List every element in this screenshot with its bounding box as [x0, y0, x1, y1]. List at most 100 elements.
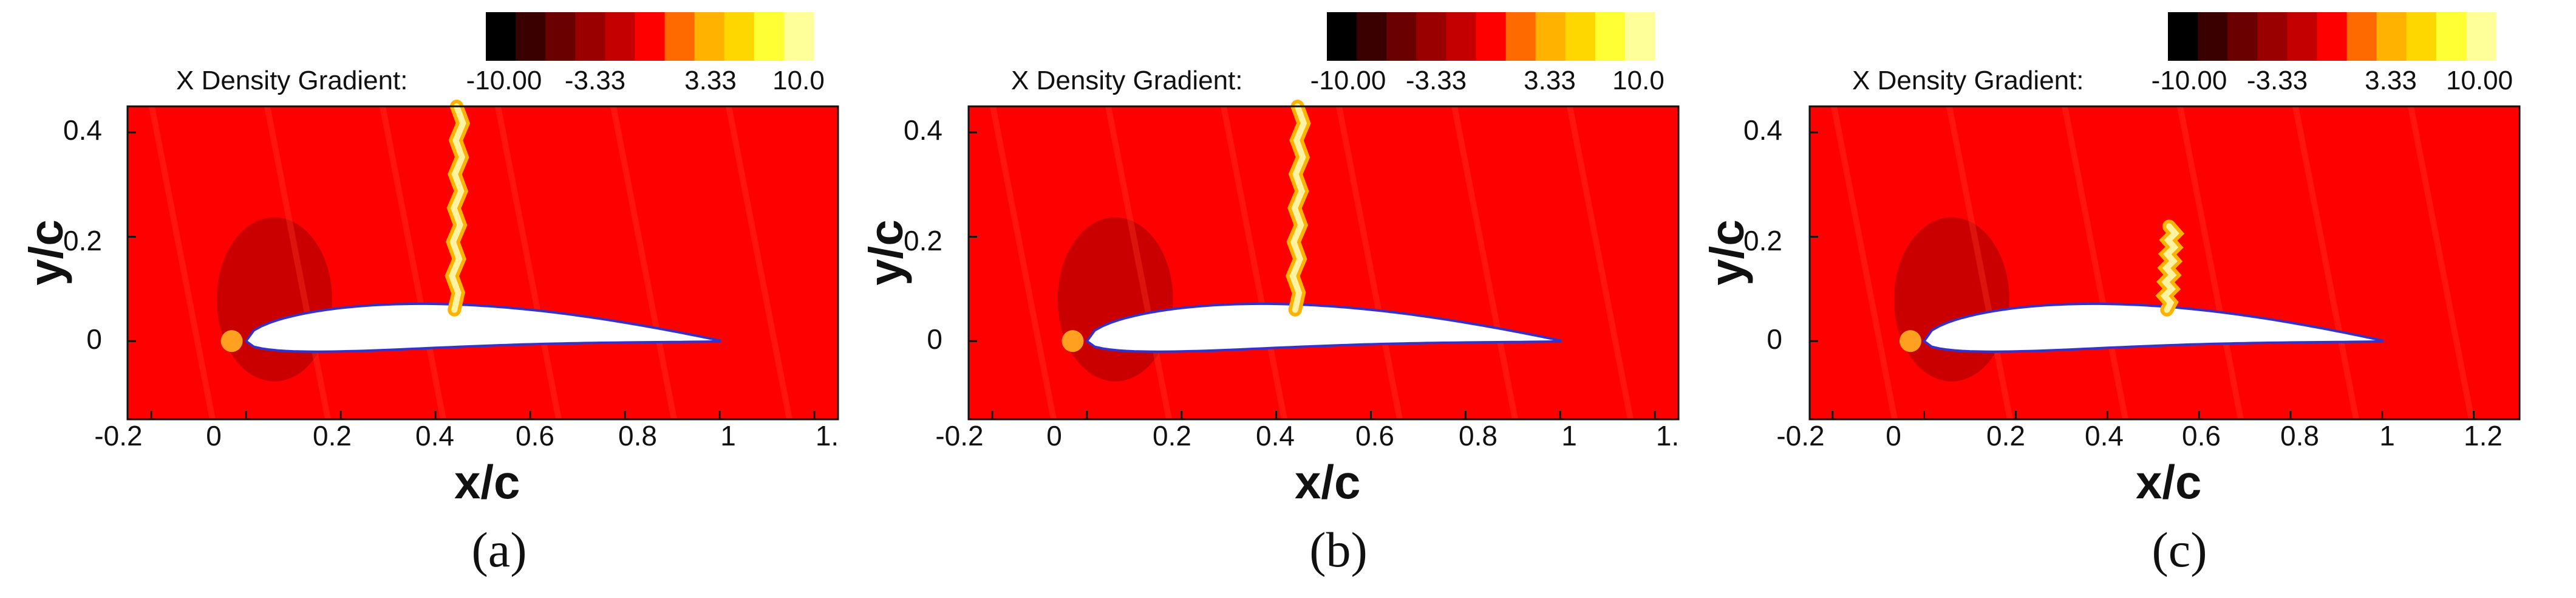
colorbar-swatch: [2346, 12, 2377, 61]
x-tick: 0: [1886, 420, 1901, 452]
colorbar-swatch: [575, 12, 605, 61]
colorbar-tick-3: 3.33: [2365, 66, 2417, 95]
field-streak: [380, 106, 446, 420]
x-tick: 0.8: [618, 420, 657, 452]
shock-wave: [2160, 223, 2179, 313]
colorbar-label: X Density Gradient:: [1852, 66, 2084, 95]
colorbar-swatch: [2168, 12, 2198, 61]
x-tick: 0.4: [415, 420, 454, 452]
field-streak: [1105, 106, 1172, 420]
colorbar-swatch: [545, 12, 576, 61]
x-tick: 1: [1561, 420, 1577, 452]
panel-caption: (c): [2152, 522, 2207, 577]
field-streak: [2292, 106, 2359, 420]
colorbar-swatch: [1416, 12, 1446, 61]
x-axis-label: x/c: [454, 455, 520, 509]
y-axis-label: y/c: [19, 219, 73, 286]
x-tick: 0.6: [1355, 420, 1394, 452]
panel-a-plot-svg: [126, 12, 839, 421]
density-field: [969, 106, 1678, 419]
field-streak: [264, 106, 331, 420]
colorbar-tick-1: -10.00: [2151, 66, 2227, 95]
panel-caption: (b): [1309, 522, 1368, 577]
shock-wave: [1289, 103, 1307, 313]
colorbar-swatch: [635, 12, 666, 61]
x-axis-label: x/c: [1295, 455, 1361, 509]
x-tick: -0.2: [94, 420, 143, 452]
x-tick: 0.2: [1153, 420, 1191, 452]
colorbar-swatch: [516, 12, 546, 61]
y-tick: 0.2: [63, 225, 102, 256]
x-tick: 0.6: [516, 420, 554, 452]
x-tick: 0.8: [1459, 420, 1498, 452]
x-tick: -0.2: [1776, 420, 1825, 452]
x-tick: 0.8: [2280, 420, 2319, 452]
colorbar-swatch: [2257, 12, 2288, 61]
colorbar-swatch: [1535, 12, 1566, 61]
y-tick: 0: [1767, 323, 1782, 355]
x-tick: 1.2: [2464, 420, 2503, 452]
panel-a: X Density Gradient: -10.00 -3.33 3.33 1 0…: [0, 0, 859, 598]
y-tick: 0.4: [1743, 114, 1782, 146]
colorbar-swatch: [1327, 12, 1357, 61]
colorbar-tick-1: -10.00: [466, 66, 542, 95]
colorbar-swatch: [1624, 12, 1655, 61]
x-tick: 0: [206, 420, 222, 452]
x-tick: 1: [720, 420, 736, 452]
shock-wave: [448, 103, 466, 313]
field-streak: [1221, 106, 1287, 420]
colorbar-label: X Density Gradient:: [1011, 66, 1243, 95]
colorbar-tick-2: -3.33: [564, 66, 626, 95]
airfoil: [1085, 302, 1562, 353]
stagnation-point: [1061, 330, 1084, 352]
colorbar-tick-2: -3.33: [2246, 66, 2308, 95]
density-field: [128, 106, 838, 419]
field-streak: [726, 106, 792, 420]
plot-frame: [967, 105, 1680, 421]
x-tick: -0.2: [935, 420, 984, 452]
y-tick: 0: [927, 323, 942, 355]
colorbar-swatch: [1357, 12, 1387, 61]
y-axis-label: y/c: [1700, 219, 1754, 286]
x-tick: 0.2: [1986, 420, 2025, 452]
panel-c: X Density Gradient: -10.00 -3.33 3.33 10…: [1679, 0, 2538, 598]
colorbar-swatch: [694, 12, 725, 61]
y-axis-label: y/c: [859, 219, 913, 286]
airfoil: [1922, 302, 2383, 353]
colorbar-swatch: [486, 12, 516, 61]
x-tick: 1.: [815, 420, 839, 452]
field-streak: [2408, 106, 2475, 420]
colorbar-tick-2: -3.33: [1405, 66, 1467, 95]
colorbar-tick-4: 10.0: [1612, 66, 1665, 95]
colorbar-swatch: [1505, 12, 1536, 61]
field-streak: [2062, 106, 2128, 420]
colorbar-label: X Density Gradient:: [176, 66, 408, 95]
x-tick: 1.: [1655, 420, 1680, 452]
colorbar-swatch: [1386, 12, 1417, 61]
colorbar-swatch: [2198, 12, 2228, 61]
colorbar-swatch: [2317, 12, 2348, 61]
y-tick: 0: [86, 323, 102, 355]
plot-frame: [1808, 105, 2521, 421]
y-tick: 0.4: [63, 114, 102, 146]
x-tick: 0.4: [2085, 420, 2124, 452]
colorbar-swatch: [1595, 12, 1626, 61]
field-streak: [2177, 106, 2244, 420]
colorbar-swatch: [783, 12, 814, 61]
colorbar-swatch: [724, 12, 755, 61]
panel-caption: (a): [471, 522, 527, 577]
panel-c-plot-svg: [1808, 12, 2521, 421]
x-tick: 0: [1046, 420, 1062, 452]
y-tick: 0.4: [904, 114, 942, 146]
stagnation-point: [220, 330, 243, 352]
plot-frame: [126, 105, 839, 421]
colorbar-swatch: [2465, 12, 2496, 61]
field-streak: [610, 106, 677, 420]
field-streak: [990, 106, 1057, 420]
y-tick: 0.2: [904, 225, 942, 256]
expansion-region: [1893, 217, 2009, 382]
colorbar-swatch: [1565, 12, 1596, 61]
colorbar-swatch: [1446, 12, 1476, 61]
colorbar-tick-3: 3.33: [684, 66, 737, 95]
